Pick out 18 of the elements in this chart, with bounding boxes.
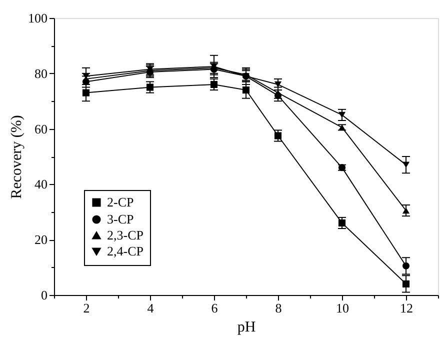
x-tick-label: 6 [211, 300, 218, 316]
y-axis-title: Recovery (%) [9, 115, 25, 199]
x-tick-label: 4 [147, 300, 154, 316]
x-axis-title: pH [237, 320, 256, 336]
x-tick-label: 8 [275, 300, 282, 316]
legend-label: 2,4-CP [107, 244, 144, 258]
y-tick-label: 80 [34, 66, 48, 81]
y-tick-label: 60 [34, 121, 48, 136]
x-tick-label: 12 [400, 300, 413, 316]
legend-label: 2,3-CP [107, 228, 144, 242]
y-tick-label: 20 [34, 232, 48, 248]
x-tick-label: 2 [83, 300, 90, 316]
y-tick-label: 0 [41, 288, 48, 302]
x-tick-label: 10 [336, 300, 349, 316]
legend-label: 2-CP [107, 194, 134, 210]
y-tick-label: 100 [28, 10, 48, 26]
legend-label: 3-CP [107, 212, 134, 226]
y-tick-label: 40 [34, 176, 48, 192]
